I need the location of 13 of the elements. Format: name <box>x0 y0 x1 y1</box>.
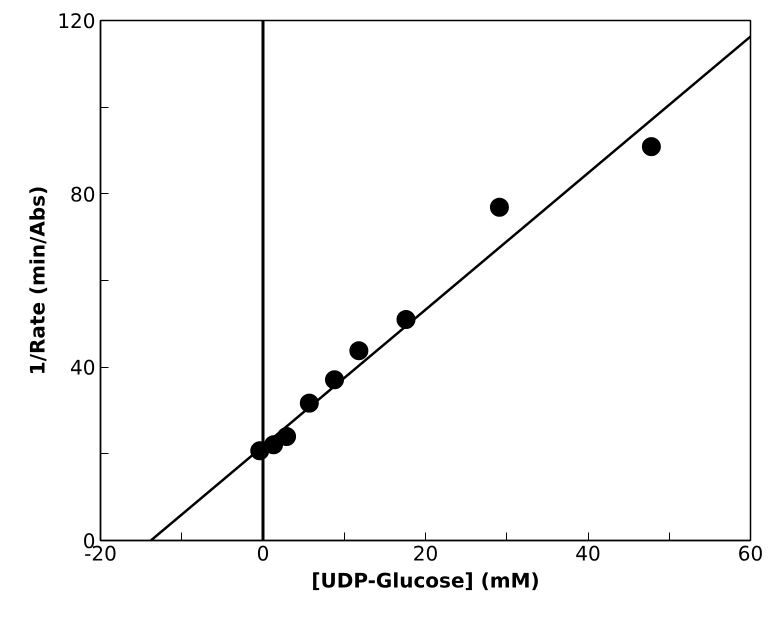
point <box>490 198 509 217</box>
point <box>642 137 661 156</box>
y-tick-label: 80 <box>70 182 96 206</box>
point <box>277 427 296 446</box>
x-tick-label: 40 <box>575 542 601 566</box>
point <box>349 341 368 360</box>
x-tick-label: 60 <box>738 542 764 566</box>
x-tick-label: 20 <box>412 542 438 566</box>
y-tick-label: 120 <box>57 9 96 33</box>
y-axis-title: 1/Rate (min/Abs) <box>25 186 50 376</box>
y-tick-label: 40 <box>70 356 96 380</box>
x-axis-title: [UDP-Glucose] (mM) <box>311 568 540 592</box>
x-tick-label: 0 <box>256 542 270 566</box>
